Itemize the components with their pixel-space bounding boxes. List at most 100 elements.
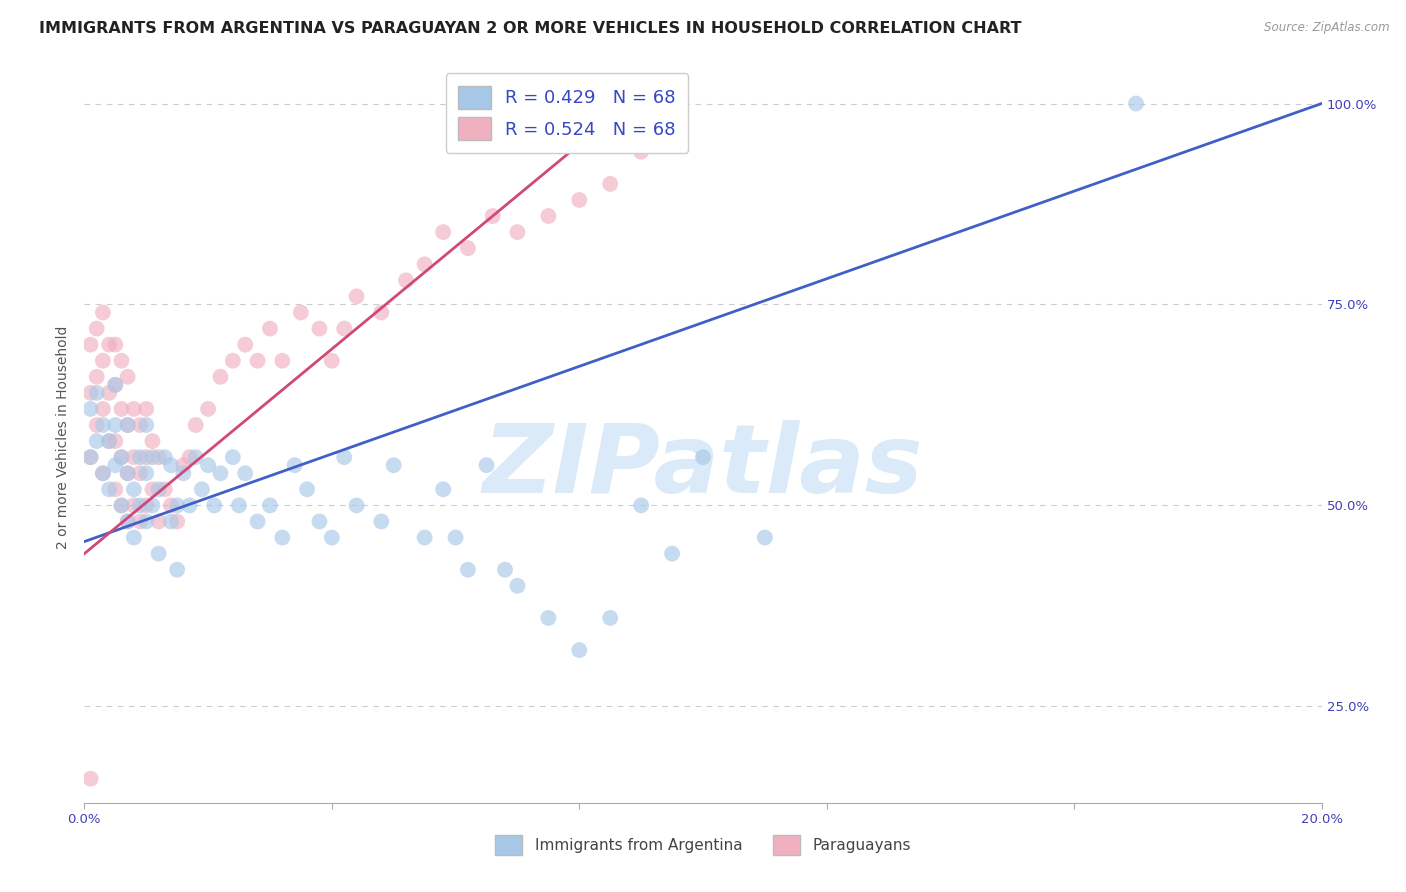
Point (117, 515, 139, 529)
Point (91, 401, 114, 416)
Point (166, 563, 188, 577)
Point (135, 450, 157, 465)
Point (290, 305, 312, 319)
Point (179, 450, 201, 465)
Point (1125, 96, 1147, 111)
Point (166, 499, 188, 513)
Point (506, 225, 529, 239)
Point (184, 450, 207, 465)
Point (346, 289, 368, 303)
Point (271, 531, 294, 545)
Point (110, 499, 132, 513)
Text: Source: ZipAtlas.com: Source: ZipAtlas.com (1264, 21, 1389, 34)
Point (117, 417, 139, 432)
Text: IMMIGRANTS FROM ARGENTINA VS PARAGUAYAN 2 OR MORE VEHICLES IN HOUSEHOLD CORRELAT: IMMIGRANTS FROM ARGENTINA VS PARAGUAYAN … (39, 21, 1022, 36)
Point (129, 450, 152, 465)
Point (475, 458, 498, 473)
Point (98, 483, 121, 497)
Point (104, 377, 127, 392)
Point (110, 499, 132, 513)
Point (271, 353, 294, 368)
Point (630, 499, 652, 513)
Point (98, 434, 121, 449)
Point (91, 467, 114, 481)
Point (122, 499, 145, 513)
Point (191, 483, 214, 497)
Point (444, 531, 467, 545)
Point (333, 321, 356, 335)
Point (259, 321, 281, 335)
Point (79, 772, 101, 786)
Point (91, 417, 114, 432)
Point (79, 337, 101, 351)
Point (79, 385, 101, 400)
Point (122, 531, 145, 545)
Point (284, 458, 307, 473)
Point (86, 434, 108, 449)
Point (246, 353, 269, 368)
Point (148, 547, 170, 561)
Point (98, 337, 121, 351)
Point (104, 377, 127, 392)
Point (308, 515, 330, 529)
Point (104, 483, 127, 497)
Point (122, 450, 145, 465)
Point (413, 531, 436, 545)
Point (104, 337, 127, 351)
Point (568, 643, 591, 657)
Point (129, 467, 152, 481)
Point (148, 515, 170, 529)
Point (630, 145, 652, 159)
Point (481, 209, 503, 223)
Point (432, 225, 454, 239)
Point (321, 353, 343, 368)
Point (135, 499, 157, 513)
Point (91, 305, 114, 319)
Point (135, 417, 157, 432)
Y-axis label: 2 or more Vehicles in Household: 2 or more Vehicles in Household (56, 326, 70, 549)
Point (122, 483, 145, 497)
Point (160, 499, 183, 513)
Point (222, 353, 245, 368)
Point (110, 450, 132, 465)
Point (129, 499, 152, 513)
Point (202, 499, 225, 513)
Point (259, 499, 281, 513)
Point (135, 467, 157, 481)
Point (197, 401, 219, 416)
Point (79, 401, 101, 416)
Point (209, 369, 232, 384)
Point (209, 467, 232, 481)
Point (382, 458, 405, 473)
Point (537, 611, 560, 625)
Point (172, 467, 194, 481)
Point (110, 353, 132, 368)
Point (457, 241, 479, 255)
Point (413, 257, 436, 271)
Point (117, 467, 139, 481)
Point (370, 515, 392, 529)
Point (141, 434, 163, 449)
Point (432, 483, 454, 497)
Point (233, 467, 256, 481)
Point (135, 401, 157, 416)
Point (104, 458, 127, 473)
Point (153, 483, 176, 497)
Point (129, 515, 152, 529)
Point (135, 515, 157, 529)
Point (79, 450, 101, 465)
Point (153, 450, 176, 465)
Point (117, 369, 139, 384)
Point (233, 337, 256, 351)
Point (117, 467, 139, 481)
Point (148, 450, 170, 465)
Point (228, 499, 250, 513)
Point (122, 401, 145, 416)
Point (86, 417, 108, 432)
Point (494, 563, 516, 577)
Point (222, 450, 245, 465)
Point (179, 499, 201, 513)
Point (141, 450, 163, 465)
Text: ZIPatlas: ZIPatlas (482, 420, 924, 513)
Point (537, 209, 560, 223)
